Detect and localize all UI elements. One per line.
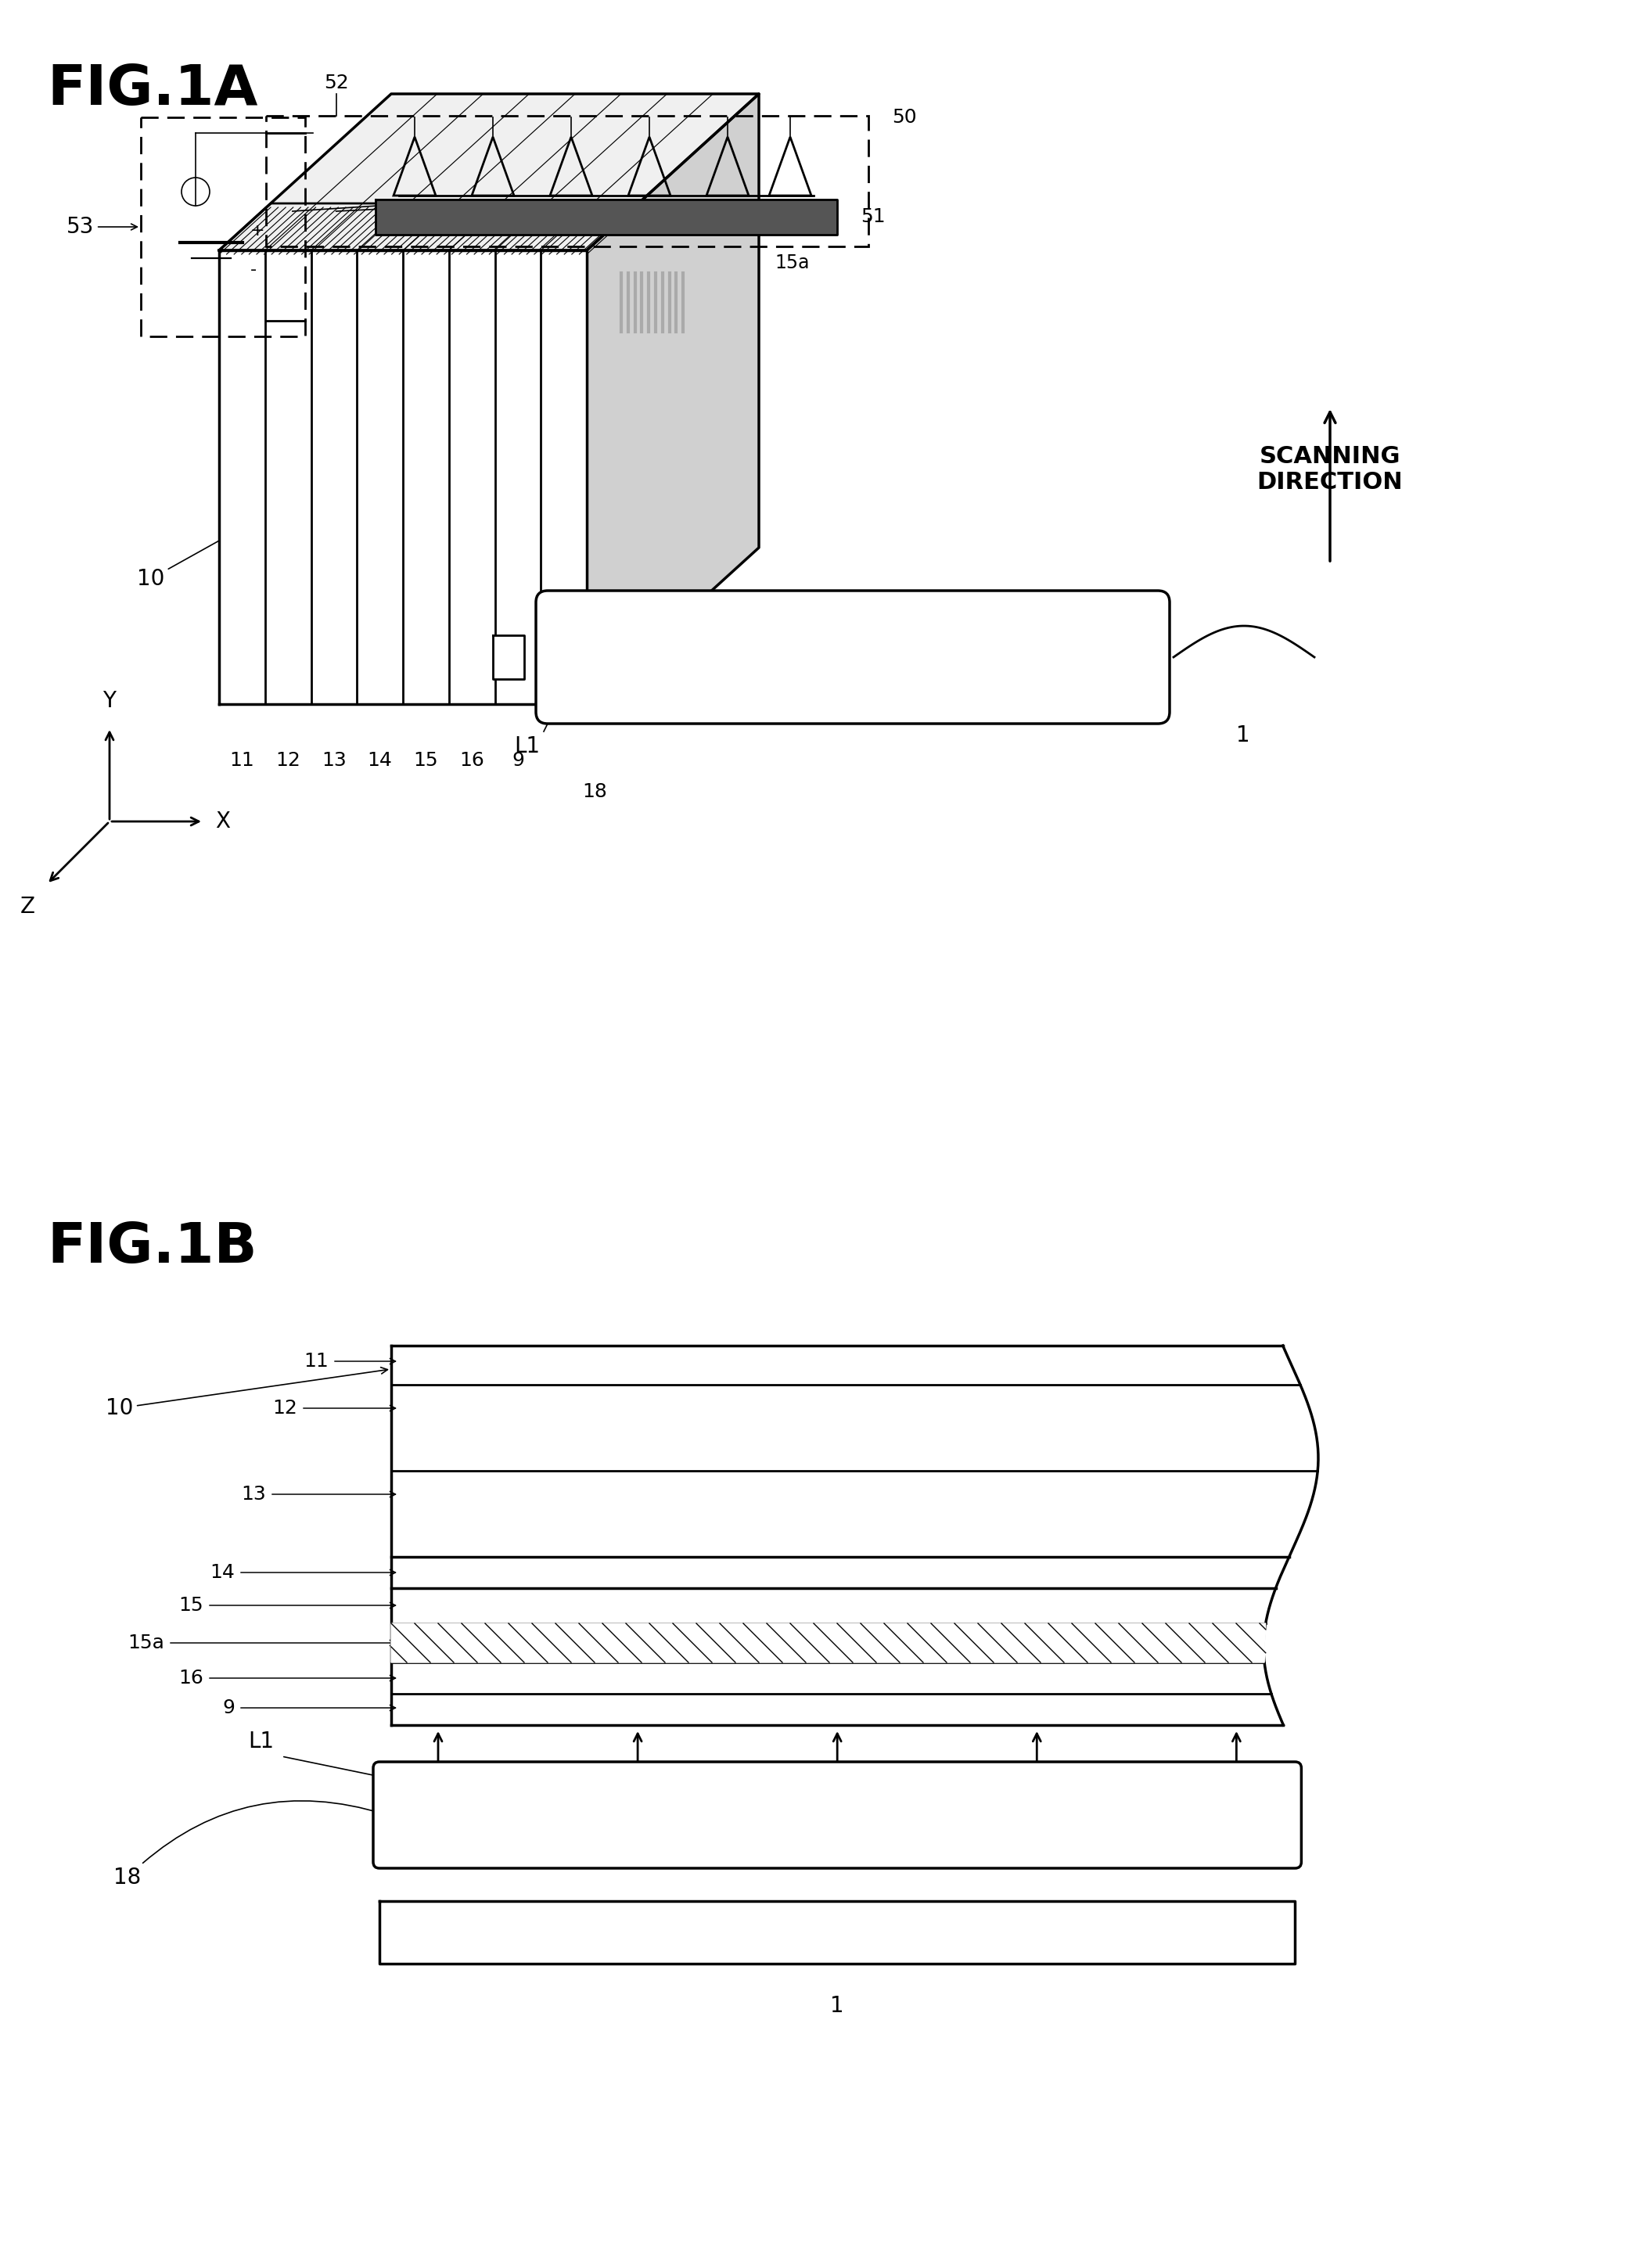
Polygon shape — [375, 200, 837, 234]
Text: L1: L1 — [248, 1730, 274, 1753]
Polygon shape — [219, 93, 759, 249]
Text: 52: 52 — [325, 73, 349, 93]
Text: 18: 18 — [113, 1801, 384, 1889]
Text: 50: 50 — [893, 109, 917, 127]
Polygon shape — [219, 249, 588, 703]
Text: L1: L1 — [514, 735, 540, 758]
Text: X: X — [215, 810, 230, 832]
Text: 16: 16 — [459, 751, 485, 769]
Text: 10: 10 — [137, 533, 232, 590]
Text: 11: 11 — [230, 751, 255, 769]
Text: 15a: 15a — [775, 254, 809, 272]
Text: 12: 12 — [273, 1399, 297, 1418]
FancyBboxPatch shape — [374, 1762, 1301, 1869]
FancyBboxPatch shape — [535, 590, 1170, 723]
Text: 15a: 15a — [127, 1633, 165, 1653]
Text: 15: 15 — [413, 751, 439, 769]
Text: 12: 12 — [276, 751, 300, 769]
Polygon shape — [493, 635, 524, 678]
Text: 9: 9 — [222, 1699, 235, 1717]
Text: 14: 14 — [211, 1563, 235, 1581]
Polygon shape — [588, 93, 759, 703]
Text: +: + — [250, 222, 264, 238]
Bar — [140, 118, 305, 336]
Text: FIG.1B: FIG.1B — [47, 1220, 258, 1275]
Text: FIG.1A: FIG.1A — [47, 64, 258, 116]
Text: 9: 9 — [511, 751, 524, 769]
Text: 53: 53 — [67, 215, 137, 238]
Text: Y: Y — [103, 689, 116, 712]
Text: 14: 14 — [367, 751, 392, 769]
Text: 18: 18 — [583, 782, 607, 801]
Text: 1: 1 — [831, 1996, 844, 2016]
Text: SCANNING
DIRECTION: SCANNING DIRECTION — [1257, 445, 1404, 494]
Text: 13: 13 — [322, 751, 346, 769]
Text: 15: 15 — [178, 1597, 204, 1615]
Polygon shape — [380, 1901, 1296, 1964]
Polygon shape — [392, 1345, 1319, 1726]
Text: 16: 16 — [178, 1669, 204, 1687]
Text: Z: Z — [20, 896, 36, 919]
Text: 11: 11 — [304, 1352, 328, 1370]
Polygon shape — [392, 1624, 1266, 1662]
Text: 51: 51 — [860, 206, 885, 227]
Text: 1: 1 — [1235, 723, 1250, 746]
Text: 10: 10 — [106, 1368, 387, 1420]
Text: 13: 13 — [242, 1486, 266, 1504]
Bar — [266, 116, 868, 247]
Text: -: - — [250, 263, 256, 277]
